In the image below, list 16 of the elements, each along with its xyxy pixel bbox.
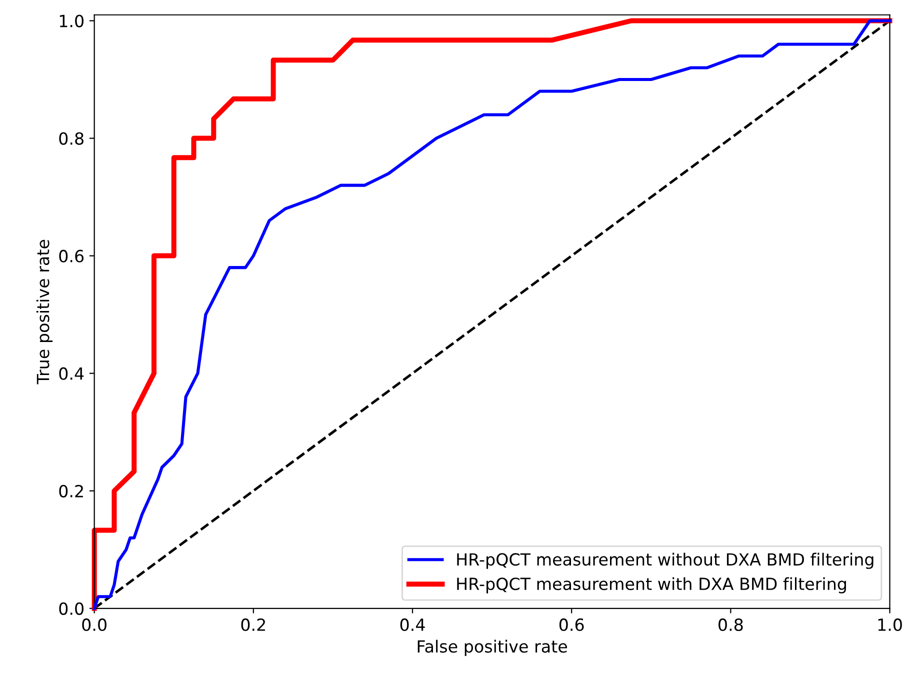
x-tick-label: 0.0 <box>82 618 106 632</box>
legend-label: HR-pQCT measurement with DXA BMD filtering <box>457 577 846 594</box>
y-tick-label: 0.4 <box>59 367 84 380</box>
x-tick-label: 0.4 <box>400 618 425 632</box>
x-axis-title: False positive rate <box>418 640 567 656</box>
x-tick-label: 0.2 <box>241 618 265 632</box>
x-tick-label: 0.6 <box>559 618 584 632</box>
y-tick-label: 0.8 <box>59 132 84 145</box>
y-tick-label: 0.2 <box>59 484 83 498</box>
y-tick-label: 0.0 <box>59 602 84 615</box>
legend-label: HR-pQCT measurement without DXA BMD filtering <box>457 552 874 569</box>
y-axis-title: True positive rate <box>36 240 53 384</box>
y-tick-label: 1.0 <box>60 14 84 28</box>
x-tick-label: 0.8 <box>718 618 743 632</box>
x-tick-label: 1.0 <box>878 618 902 632</box>
y-tick-label: 0.6 <box>59 250 84 262</box>
